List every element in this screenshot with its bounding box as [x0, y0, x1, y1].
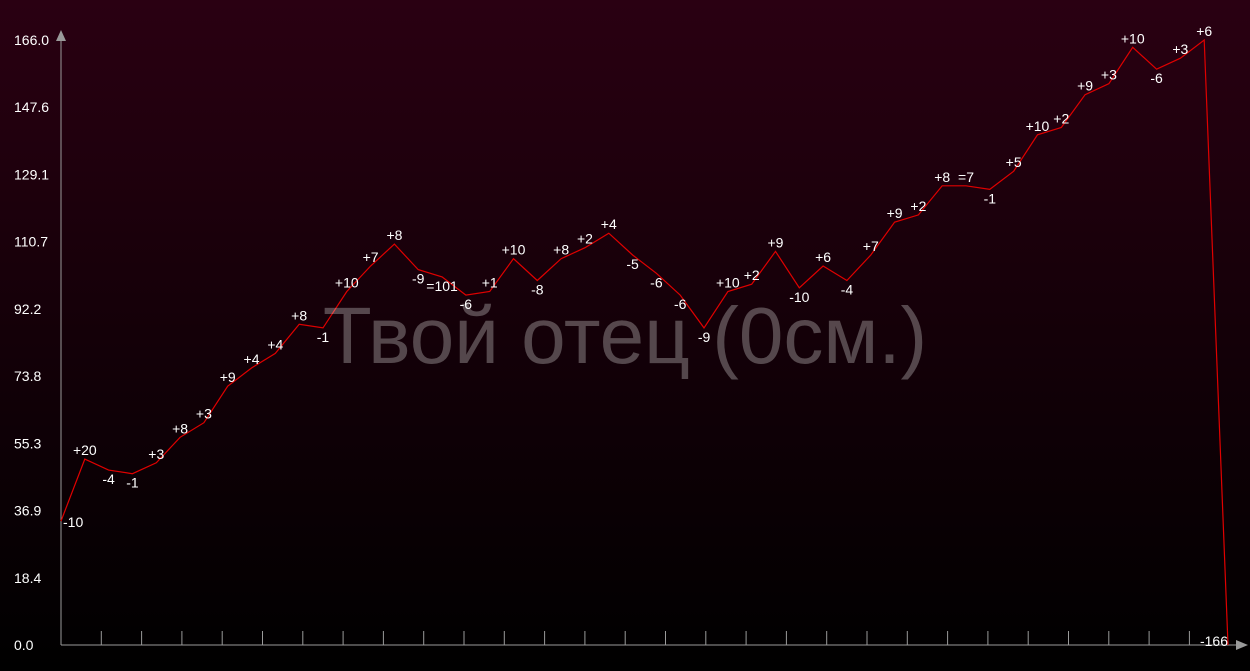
- data-label: -8: [531, 282, 544, 298]
- data-label: +7: [363, 249, 379, 265]
- data-label: +3: [196, 406, 212, 422]
- data-label: +9: [1077, 78, 1093, 94]
- data-label: +10: [1026, 118, 1050, 134]
- y-tick-label: 129.1: [14, 166, 49, 182]
- data-label: +8: [291, 307, 307, 323]
- data-label: =101: [426, 278, 458, 294]
- data-label: +2: [1053, 110, 1069, 126]
- data-label: +10: [716, 274, 740, 290]
- data-label: -1: [984, 190, 997, 206]
- y-tick-label: 147.6: [14, 99, 49, 115]
- x-axis-ticks: [100, 631, 1190, 645]
- data-label: +9: [220, 369, 236, 385]
- x-axis-arrow-icon: [1236, 640, 1248, 650]
- data-label: -6: [460, 296, 473, 312]
- y-axis-ticks: 0.0 18.4 36.9 55.3 73.8 92.2 110.7 129.1 147.6 16…: [14, 32, 49, 653]
- data-label: +8: [386, 227, 402, 243]
- data-label: +4: [601, 216, 617, 232]
- y-tick-label: 73.8: [14, 368, 41, 384]
- y-tick-label: 0.0: [14, 637, 34, 653]
- data-label: -1: [126, 475, 139, 491]
- data-label: +10: [502, 242, 526, 258]
- y-tick-label: 18.4: [14, 570, 41, 586]
- data-label: +8: [172, 420, 188, 436]
- data-label: -6: [674, 296, 687, 312]
- data-label: +9: [887, 205, 903, 221]
- data-label: +4: [267, 336, 283, 352]
- data-label: +4: [244, 351, 260, 367]
- data-label: -166: [1200, 633, 1228, 649]
- data-label: -10: [63, 514, 83, 530]
- data-label: +10: [1121, 30, 1145, 46]
- data-label: +6: [1196, 23, 1212, 39]
- data-label: +8: [934, 169, 950, 185]
- point-labels: -10+20-4 -1+3+8+3+9+4+4+8-1+10+7+8-9 =101-…: [63, 23, 1228, 649]
- axes: [56, 30, 1248, 650]
- data-label: -5: [626, 256, 639, 272]
- data-label: +7: [863, 238, 879, 254]
- data-label: +2: [577, 231, 593, 247]
- data-label: -10: [789, 289, 809, 305]
- y-tick-label: 166.0: [14, 32, 49, 48]
- data-label: -4: [102, 471, 115, 487]
- data-label: +6: [815, 249, 831, 265]
- data-label: +9: [768, 234, 784, 250]
- data-label: +5: [1006, 154, 1022, 170]
- series-line: [60, 38, 1229, 646]
- y-tick-label: 110.7: [14, 234, 48, 250]
- data-label: +8: [553, 242, 569, 258]
- data-label: -6: [650, 274, 663, 290]
- data-label: +2: [744, 267, 760, 283]
- data-label: +10: [335, 274, 359, 290]
- data-label: +3: [1172, 41, 1188, 57]
- data-label: +3: [148, 446, 164, 462]
- data-label: +1: [482, 274, 498, 290]
- y-tick-label: 36.9: [14, 503, 41, 519]
- data-label: -6: [1150, 70, 1163, 86]
- data-label: -9: [412, 271, 425, 287]
- data-label: +20: [73, 442, 97, 458]
- data-label: +3: [1101, 67, 1117, 83]
- y-tick-label: 55.3: [14, 435, 41, 451]
- y-tick-label: 92.2: [14, 301, 41, 317]
- data-label: -4: [841, 282, 854, 298]
- data-label: =7: [958, 169, 974, 185]
- data-label: -9: [698, 329, 711, 345]
- data-label: +2: [910, 198, 926, 214]
- data-label: -1: [317, 329, 330, 345]
- y-axis-arrow-icon: [56, 30, 66, 41]
